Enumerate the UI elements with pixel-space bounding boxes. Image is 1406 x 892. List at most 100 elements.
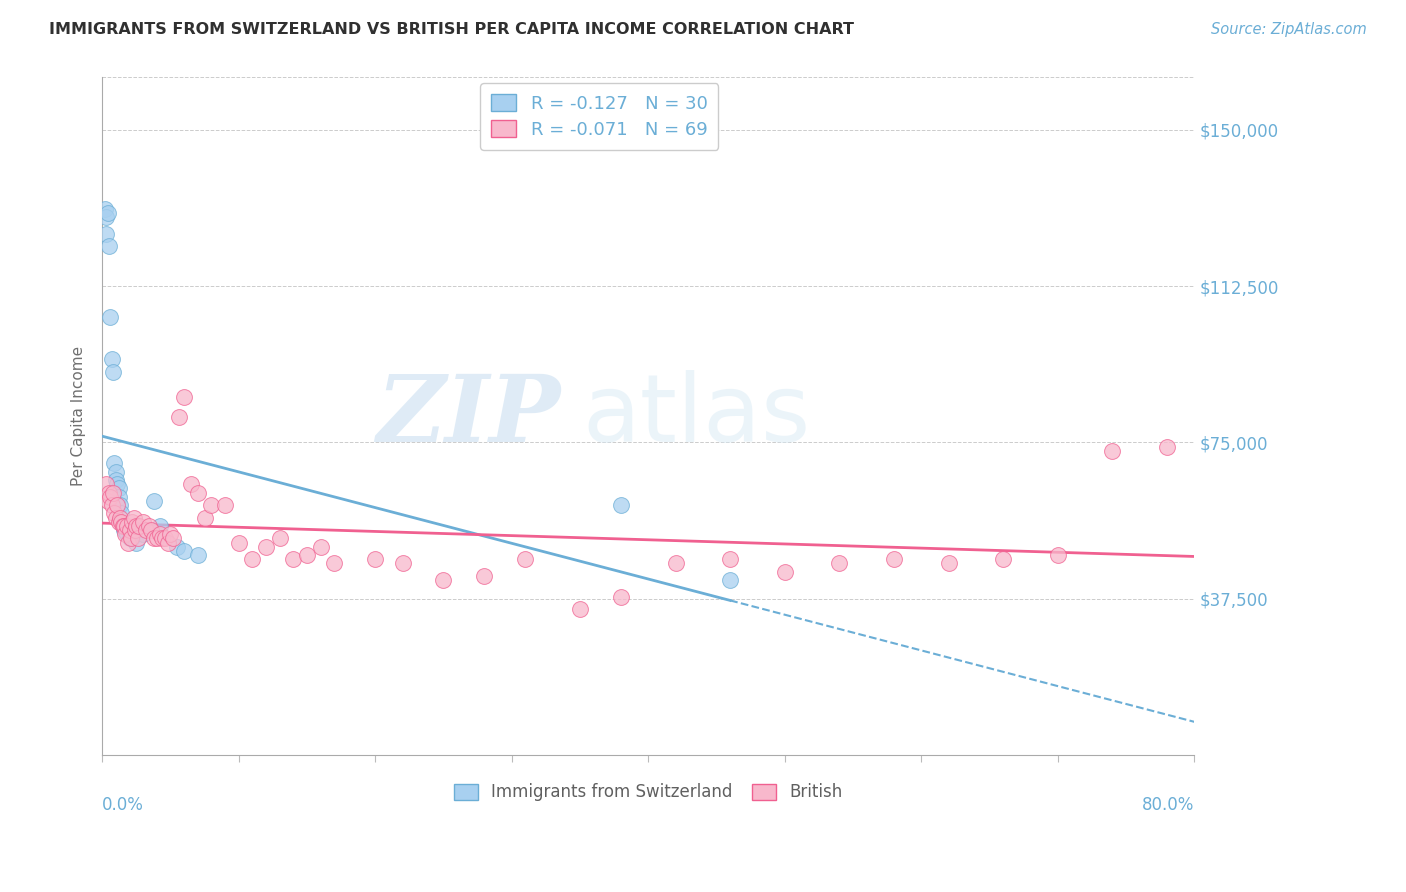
Point [143,494,166,508]
Point [173,544,195,558]
Point [391,557,413,571]
Y-axis label: Per Capita Income: Per Capita Income [72,346,86,486]
Point [132,515,155,529]
Point [1101,443,1123,458]
Point [569,602,592,616]
Point [166,540,188,554]
Point [148,527,170,541]
Point [228,535,250,549]
Point [187,485,209,500]
Point [200,498,222,512]
Point [128,519,150,533]
Point [283,552,305,566]
Text: 0.0%: 0.0% [103,796,143,814]
Point [118,532,141,546]
Point [97,494,120,508]
Point [610,590,633,604]
Point [115,527,138,541]
Text: IMMIGRANTS FROM SWITZERLAND VS BRITISH PER CAPITA INCOME CORRELATION CHART: IMMIGRANTS FROM SWITZERLAND VS BRITISH P… [49,22,855,37]
Point [159,527,181,541]
Point [828,557,851,571]
Point [474,569,496,583]
Point [121,515,143,529]
Point [107,490,129,504]
Point [111,519,134,533]
Point [101,365,124,379]
Point [269,532,291,546]
Point [100,352,122,367]
Text: Source: ZipAtlas.com: Source: ZipAtlas.com [1211,22,1367,37]
Point [323,557,346,571]
Point [150,532,173,546]
Point [309,540,332,554]
Point [125,519,148,533]
Point [100,310,122,325]
Point [194,510,217,524]
Point [254,540,277,554]
Point [664,557,686,571]
Point [938,557,960,571]
Point [105,477,128,491]
Text: ZIP: ZIP [377,371,561,461]
Point [118,523,141,537]
Point [112,523,135,537]
Point [187,548,209,562]
Point [110,515,132,529]
Point [156,535,179,549]
Point [718,552,741,566]
Point [103,507,125,521]
Point [718,573,741,587]
Point [122,510,145,524]
Point [124,523,146,537]
Point [96,477,118,491]
Point [96,210,118,224]
Point [112,519,135,533]
Point [240,552,263,566]
Point [773,565,796,579]
Point [214,498,236,512]
Point [104,465,127,479]
Point [141,523,163,537]
Point [1046,548,1069,562]
Point [295,548,318,562]
Point [100,498,122,512]
Point [101,485,124,500]
Point [153,532,176,546]
Point [883,552,905,566]
Point [162,532,184,546]
Point [114,527,136,541]
Point [138,519,160,533]
Point [121,532,143,546]
Point [991,552,1014,566]
Point [96,227,118,241]
Point [108,498,131,512]
Point [127,532,149,546]
Point [515,552,537,566]
Point [148,519,170,533]
Point [97,206,120,220]
Point [98,239,121,253]
Point [111,519,134,533]
Point [610,498,633,512]
Point [100,490,122,504]
Point [135,523,157,537]
Point [167,410,190,425]
Point [104,510,127,524]
Point [103,456,125,470]
Point [105,498,128,512]
Point [107,481,129,495]
Point [432,573,454,587]
Point [108,510,131,524]
Legend: Immigrants from Switzerland, British: Immigrants from Switzerland, British [444,773,852,812]
Point [117,535,139,549]
Point [94,202,117,216]
Point [364,552,387,566]
Point [115,519,138,533]
Point [120,532,142,546]
Point [143,532,166,546]
Text: atlas: atlas [582,370,811,462]
Point [132,527,155,541]
Text: 80.0%: 80.0% [1142,796,1194,814]
Point [180,477,202,491]
Point [110,507,132,521]
